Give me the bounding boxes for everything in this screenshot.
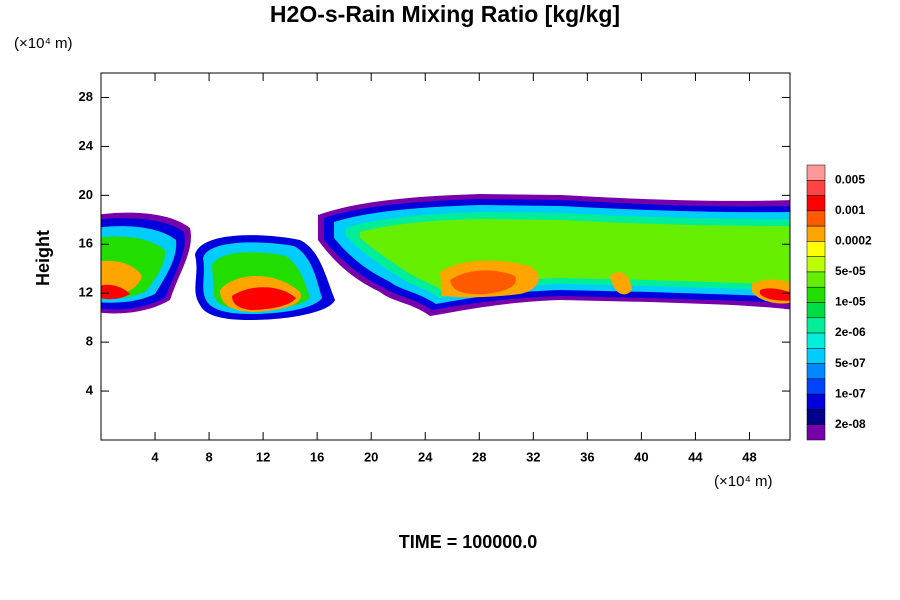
colorbar-label: 0.001 [835,203,865,217]
colorbar-label: 0.005 [835,172,865,186]
colorbar-swatch [806,256,826,273]
y-axis-label: Height [33,230,53,286]
x-tick-label: 24 [418,449,433,464]
colorbar-label: 2e-08 [835,417,866,431]
x-tick-label: 40 [634,449,648,464]
y-tick-label: 24 [79,138,94,153]
x-tick-label: 36 [580,449,594,464]
x-unit: (×10⁴ m) [714,473,773,490]
y-tick-label: 4 [86,383,94,398]
y-tick-label: 12 [79,285,93,300]
colorbar-label: 1e-05 [835,295,866,309]
colorbar-swatch [806,180,826,196]
colorbar-swatch [806,271,826,288]
colorbar-label: 1e-07 [835,386,866,400]
y-tick-label: 20 [79,187,93,202]
colorbar-swatch [806,317,826,334]
colorbar-swatch [806,302,826,319]
colorbar-swatch [806,210,826,227]
colorbar-swatch [806,409,826,425]
x-tick-label: 28 [472,449,486,464]
colorbar-swatch [806,348,826,364]
colorbar-swatch [806,363,826,380]
y-tick-label: 16 [79,236,93,251]
y-unit: (×10⁴ m) [14,35,73,52]
colorbar-swatch [806,378,826,395]
plot-frame [100,72,791,441]
colorbar-swatch [806,332,826,349]
colorbar-label: 5e-05 [835,264,866,278]
x-tick-label: 16 [310,449,324,464]
colorbar-label: 0.0002 [835,234,872,248]
contour-field [101,194,790,320]
x-tick-label: 8 [205,449,212,464]
colorbar-swatch [806,424,826,441]
x-tick-label: 20 [364,449,378,464]
colorbar-swatch [806,225,826,242]
colorbar-swatch [806,241,826,257]
colorbar-swatch [806,393,826,410]
x-tick-label: 48 [742,449,756,464]
chart-title: H2O-s-Rain Mixing Ratio [kg/kg] [270,1,620,27]
x-tick-label: 32 [526,449,540,464]
colorbar-label: 2e-06 [835,325,866,339]
footer: TIME = 100000.0 [399,532,538,552]
colorbar-swatch [806,164,826,181]
colorbar-swatch [806,195,826,212]
y-tick-label: 28 [79,89,93,104]
colorbar-label: 5e-07 [835,356,866,370]
x-tick-label: 4 [151,449,159,464]
x-tick-label: 44 [688,449,703,464]
colorbar-swatch [806,286,826,303]
y-tick-label: 8 [86,334,93,349]
x-tick-label: 12 [256,449,270,464]
